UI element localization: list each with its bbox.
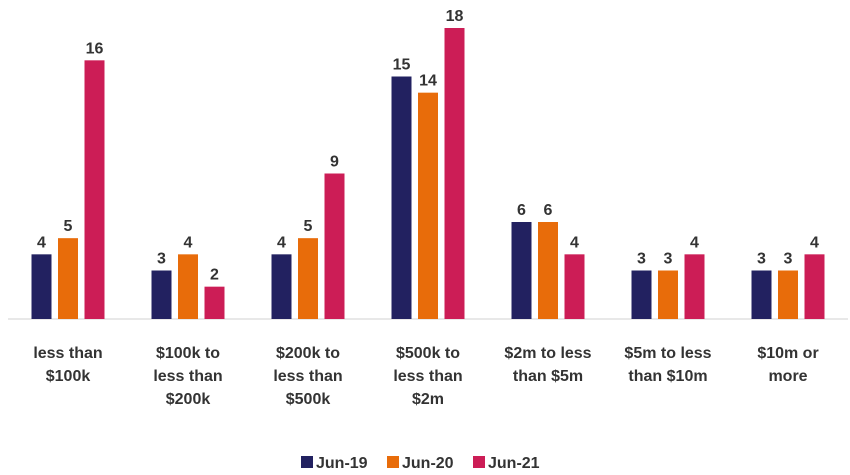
bar [151, 270, 172, 319]
bar [444, 28, 465, 319]
value-label: 2 [210, 267, 219, 284]
bar [631, 270, 652, 319]
value-label: 3 [757, 251, 766, 268]
value-label: 3 [637, 251, 646, 268]
x-tick-label: less than $100k [33, 345, 102, 385]
bar [391, 76, 412, 319]
bar [778, 270, 798, 319]
value-label: 4 [277, 234, 286, 251]
bar [178, 254, 198, 319]
bar [418, 92, 438, 320]
value-label: 4 [690, 234, 699, 251]
x-tick-label: $500k to less than $2m [393, 345, 462, 408]
bar [31, 254, 52, 319]
bar [658, 270, 678, 319]
value-label: 6 [544, 202, 553, 219]
bar [564, 254, 585, 319]
x-tick-label: $10m or more [757, 345, 818, 385]
bar [84, 60, 105, 319]
value-label: 4 [184, 234, 193, 251]
value-label: 15 [393, 57, 411, 74]
value-label: 6 [517, 202, 526, 219]
legend-label: Jun-21 [488, 455, 540, 472]
x-tick-label: $100k to less than $200k [153, 345, 222, 408]
value-label: 4 [810, 234, 819, 251]
x-tick-label: $200k to less than $500k [273, 345, 342, 408]
legend-swatch [387, 456, 399, 468]
value-label: 14 [419, 73, 437, 90]
value-label: 3 [784, 251, 793, 268]
x-tick-label: $2m to less than $5m [504, 345, 591, 385]
value-label: 4 [37, 234, 46, 251]
bar [271, 254, 292, 319]
value-label: 5 [64, 218, 73, 235]
legend-swatch [473, 456, 485, 468]
bar [538, 222, 558, 319]
bar [58, 238, 78, 319]
bar [324, 173, 345, 319]
legend-swatch [301, 456, 313, 468]
x-tick-label: $5m to less than $10m [624, 345, 711, 385]
value-label: 16 [86, 40, 104, 57]
value-label: 5 [304, 218, 313, 235]
value-label: 18 [446, 8, 464, 25]
value-label: 3 [157, 251, 166, 268]
bar [684, 254, 705, 319]
legend-label: Jun-19 [316, 455, 368, 472]
legend-label: Jun-20 [402, 455, 454, 472]
value-label: 3 [664, 251, 673, 268]
bar [511, 222, 532, 319]
bar [751, 270, 772, 319]
bar [204, 286, 225, 319]
value-label: 4 [570, 234, 579, 251]
value-label: 9 [330, 154, 339, 171]
bar [298, 238, 318, 319]
bar [804, 254, 825, 319]
